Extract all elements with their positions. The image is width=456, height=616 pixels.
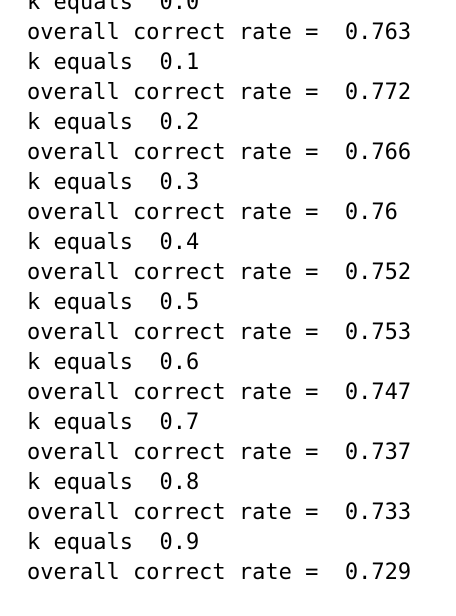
output-line: k equals 0.5 — [27, 290, 200, 315]
output-line: k equals 0.1 — [27, 50, 200, 75]
output-line: overall correct rate = 0.733 — [27, 500, 412, 525]
output-line: k equals 0.2 — [27, 110, 200, 135]
output-line: k equals 0.6 — [27, 350, 200, 375]
output-line: k equals 0.4 — [27, 230, 200, 255]
output-line: overall correct rate = 0.729 — [27, 560, 412, 585]
output-line: overall correct rate = 0.747 — [27, 380, 412, 405]
output-line: overall correct rate = 0.76 — [27, 200, 398, 225]
output-line: k equals 0.8 — [27, 470, 200, 495]
output-line: k equals 0.3 — [27, 170, 200, 195]
output-line: overall correct rate = 0.753 — [27, 320, 412, 345]
output-lines: k equals 0.0 overall correct rate = 0.76… — [27, 0, 411, 588]
output-line: overall correct rate = 0.766 — [27, 140, 412, 165]
output-line: k equals 0.0 — [27, 0, 200, 15]
output-line: overall correct rate = 0.763 — [27, 20, 412, 45]
output-line: overall correct rate = 0.752 — [27, 260, 412, 285]
output-line: k equals 0.9 — [27, 530, 200, 555]
output-line: overall correct rate = 0.737 — [27, 440, 412, 465]
output-line: overall correct rate = 0.772 — [27, 80, 412, 105]
output-line: k equals 0.7 — [27, 410, 200, 435]
